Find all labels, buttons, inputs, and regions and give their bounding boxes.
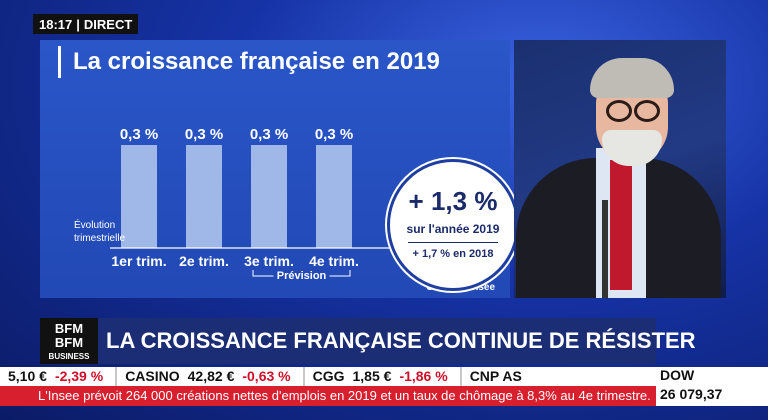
bar-1	[121, 145, 157, 248]
logo-line2: BFM	[54, 335, 84, 350]
ticker-stock-change-1: -2,39 %	[54, 368, 104, 384]
ticker-stock-name-4: CNP AS	[469, 368, 522, 384]
bar-value-label-4: 0,3 %	[315, 126, 353, 143]
ticker-stock-name-2: CASINO	[125, 368, 180, 384]
ticker-separator-1	[115, 367, 118, 386]
headline-text: LA CROISSANCE FRANÇAISE CONTINUE DE RÉSI…	[106, 328, 696, 353]
forecast-label: Prévision	[277, 270, 327, 282]
chart-panel: La croissance française en 2019 0,3 % 1er…	[40, 40, 519, 298]
chart-title: La croissance française en 2019	[58, 46, 440, 78]
presenter-hair	[590, 58, 674, 98]
clock-time: 18:17	[39, 16, 73, 32]
glasses-left	[606, 100, 632, 122]
ylabel-line2: trimestrielle	[74, 233, 126, 244]
news-crawl: L'Insee prévoit 264 000 créations nettes…	[0, 386, 656, 406]
index-value: 26 079,37	[660, 386, 723, 402]
live-badge: 18:17 | DIRECT	[33, 14, 139, 34]
ticker-stock-change-2: -0,63 %	[242, 368, 291, 384]
bar-value-label-2: 0,3 %	[185, 126, 223, 143]
category-label-4: 4e trim.	[309, 253, 359, 269]
logo-line1: BFM	[54, 321, 84, 336]
separator: |	[76, 16, 80, 32]
forecast-label-bg	[273, 269, 330, 281]
ticker-stock-name-3: CGG	[312, 368, 345, 384]
ticker-stock-value-1: 5,10 €	[8, 368, 47, 384]
logo-sub: BUSINESS	[48, 352, 90, 361]
live-label: DIRECT	[83, 16, 133, 32]
category-label-2: 2e trim.	[179, 253, 229, 269]
annual-growth-value: + 1,3 %	[408, 186, 498, 216]
ticker-separator-2	[302, 367, 305, 386]
bar-value-label-3: 0,3 %	[250, 126, 288, 143]
ticker-separator-3	[459, 367, 462, 386]
glasses-right	[634, 100, 660, 122]
stock-ticker: 5,10 € -2,39 % CASINO 42,82 € -0,63 % CGG 1,85…	[0, 367, 656, 386]
ticker-stock-change-3: -1,86 %	[399, 368, 448, 384]
category-label-1: 1er trim.	[111, 253, 166, 269]
bar-4	[316, 145, 352, 248]
previous-year-growth: + 1,7 % en 2018	[412, 248, 494, 260]
ticker-stock-value-3: 1,85 €	[352, 368, 392, 384]
category-label-3: 3e trim.	[244, 253, 294, 269]
presenter-video	[514, 40, 726, 298]
ylabel-line1: Évolution	[74, 218, 115, 231]
index-name: DOW	[660, 367, 695, 383]
bar-value-label-1: 0,3 %	[120, 126, 158, 143]
headline-banner	[40, 318, 656, 364]
annual-growth-label: sur l'année 2019	[406, 222, 500, 236]
ticker-stock-value-2: 42,82 €	[187, 368, 235, 384]
bar-3	[251, 145, 287, 248]
channel-logo: BFM BFM BUSINESS	[40, 318, 98, 364]
bar-2	[186, 145, 222, 248]
index-box: DOW 26 079,37	[656, 367, 768, 406]
bar-chart: 0,3 % 1er trim. 0,3 % 2e trim. 0,3 % 3e trim.…	[74, 126, 495, 293]
microphone	[602, 200, 608, 298]
presenter-tie	[610, 160, 632, 290]
annual-growth-callout: + 1,3 % sur l'année 2019 + 1,7 % en 2018	[387, 159, 519, 291]
callout-divider	[408, 242, 498, 243]
